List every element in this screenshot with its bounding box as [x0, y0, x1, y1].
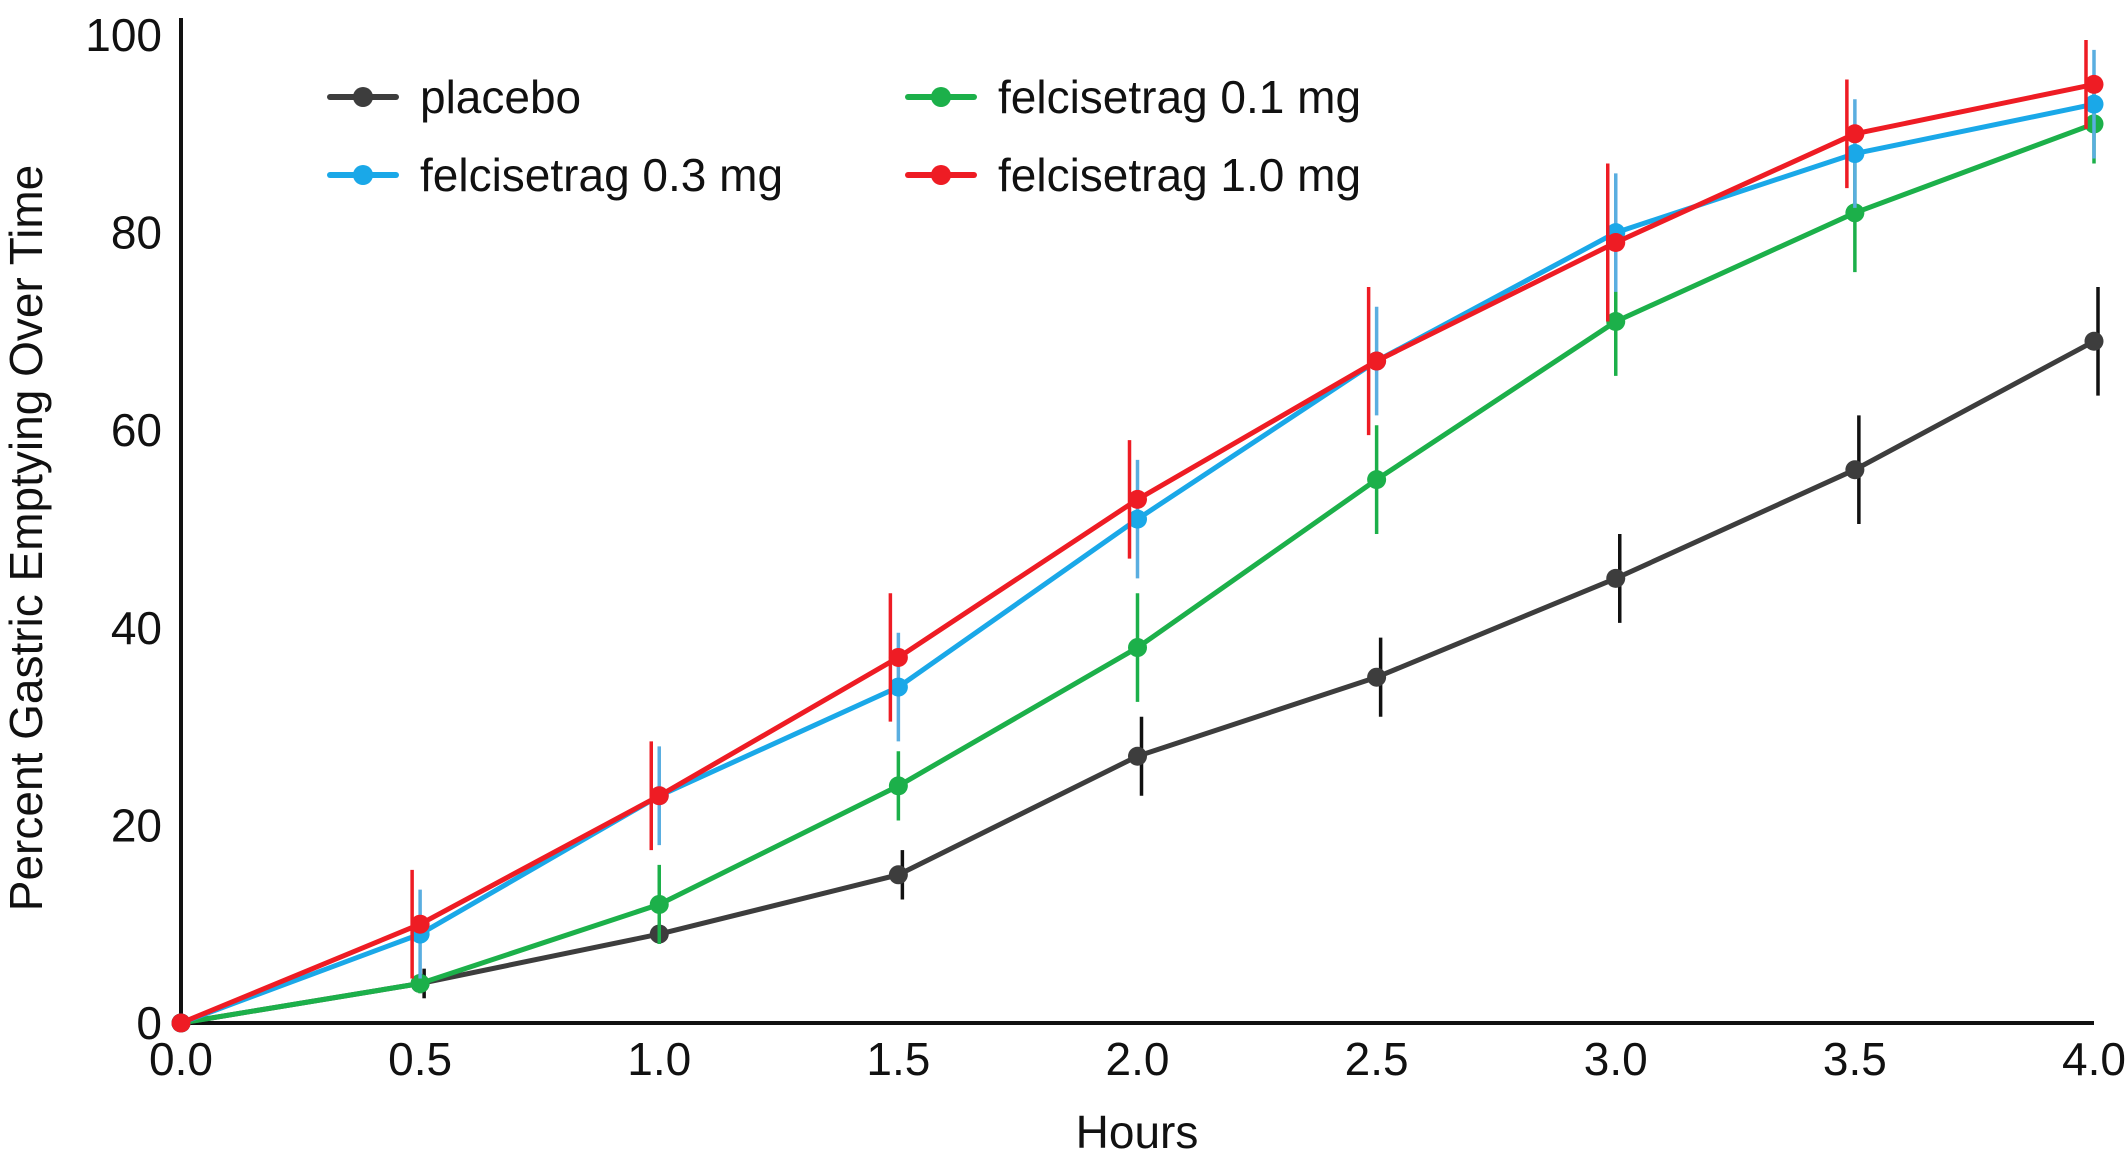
- data-point: [1128, 509, 1147, 529]
- legend: placebo felcisetrag 0.1 mg felcisetrag 0.3…: [327, 71, 1361, 201]
- legend-swatch-marker: [353, 87, 373, 107]
- data-point: [888, 776, 908, 796]
- legend-item: felcisetrag 0.1 mg: [905, 71, 1361, 123]
- x-tick-label: 0.0: [149, 1033, 213, 1085]
- data-point: [1367, 667, 1387, 687]
- data-point: [649, 894, 669, 914]
- data-point: [1367, 470, 1387, 490]
- y-tick-label: 80: [111, 207, 162, 259]
- data-point: [649, 786, 669, 806]
- y-tick-labels: 0 20 40 60 80 100: [85, 9, 162, 1049]
- series-0: [171, 286, 2104, 1033]
- x-tick-label: 2.5: [1345, 1033, 1409, 1085]
- legend-label: placebo: [420, 71, 581, 123]
- data-point: [1845, 203, 1865, 223]
- legend-swatch-marker: [931, 165, 951, 185]
- data-point: [1845, 124, 1865, 144]
- data-point: [2084, 94, 2104, 114]
- data-point: [410, 973, 430, 993]
- data-point: [888, 647, 908, 667]
- x-tick-label: 0.5: [388, 1033, 452, 1085]
- data-point: [1128, 489, 1147, 509]
- series-2: [171, 49, 2104, 1033]
- data-point: [171, 1013, 191, 1033]
- data-point: [1606, 232, 1626, 252]
- data-point: [2084, 331, 2104, 351]
- data-point: [888, 865, 908, 885]
- legend-label: felcisetrag 0.3 mg: [420, 149, 783, 201]
- data-point: [1606, 568, 1626, 588]
- y-tick-label: 60: [111, 404, 162, 456]
- legend-swatch-marker: [931, 87, 951, 107]
- legend-swatch-marker: [353, 165, 373, 185]
- data-point: [1845, 144, 1865, 164]
- legend-item: placebo: [327, 71, 581, 123]
- x-tick-label: 3.5: [1823, 1033, 1887, 1085]
- data-point: [2084, 74, 2104, 94]
- series-3: [171, 39, 2104, 1033]
- legend-item: felcisetrag 0.3 mg: [327, 149, 783, 201]
- y-tick-label: 0: [136, 997, 162, 1049]
- legend-item: felcisetrag 1.0 mg: [905, 149, 1361, 201]
- series-group: [171, 39, 2104, 1033]
- legend-label: felcisetrag 0.1 mg: [998, 71, 1361, 123]
- data-point: [1845, 460, 1865, 480]
- y-tick-label: 40: [111, 602, 162, 654]
- data-point: [1128, 638, 1147, 658]
- x-tick-label: 1.0: [627, 1033, 691, 1085]
- x-tick-label: 3.0: [1584, 1033, 1648, 1085]
- data-point: [1128, 746, 1147, 766]
- y-tick-label: 20: [111, 799, 162, 851]
- x-axis-title: Hours: [1076, 1106, 1199, 1158]
- data-point: [410, 914, 430, 934]
- x-tick-label: 4.0: [2062, 1033, 2126, 1085]
- x-tick-labels: 0.0 0.5 1.0 1.5 2.0 2.5 3.0 3.5 4.0: [149, 1033, 2126, 1085]
- y-tick-label: 100: [85, 9, 162, 61]
- data-point: [888, 677, 908, 697]
- legend-label: felcisetrag 1.0 mg: [998, 149, 1361, 201]
- x-tick-label: 2.0: [1106, 1033, 1170, 1085]
- x-tick-label: 1.5: [866, 1033, 930, 1085]
- y-axis-title: Percent Gastric Emptying Over Time: [0, 165, 52, 911]
- axes: [179, 18, 2094, 1025]
- data-point: [1606, 312, 1626, 332]
- data-point: [1367, 351, 1387, 371]
